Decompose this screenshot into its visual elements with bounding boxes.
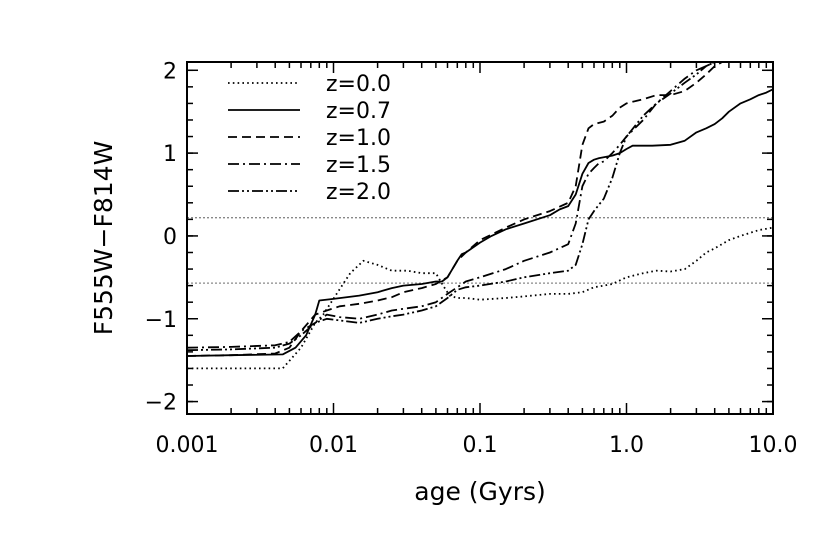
series-line-z-0-7: [187, 88, 773, 357]
y-axis-title: F555W−F814W: [89, 141, 118, 336]
plot-frame: [186, 61, 774, 415]
x-tick-label: 0.01: [309, 433, 358, 458]
x-axis-title: age (Gyrs): [414, 477, 546, 506]
x-tick-label: 0.1: [463, 433, 498, 458]
legend-label: z=0.0: [326, 72, 391, 97]
x-tick-label: 0.001: [156, 433, 219, 458]
x-tick-label: 1.0: [609, 433, 644, 458]
legend-label: z=1.5: [326, 153, 391, 178]
y-tick-label: 0: [163, 225, 177, 250]
series-line-z-1-5: [187, 62, 723, 349]
x-tick-label: 10.0: [749, 433, 798, 458]
series-line-z-2-0: [187, 62, 716, 352]
series-lines: [187, 62, 773, 370]
legend-label: z=0.7: [326, 99, 391, 124]
y-tick-label: 2: [163, 59, 177, 84]
tick-labels: 0.001 0.01 0.1 1.0 10.0 −2 −1 0 1 2: [145, 59, 798, 458]
axis-ticks: [186, 62, 774, 414]
legend: z=0.0z=0.7z=1.0z=1.5z=2.0: [228, 72, 391, 205]
y-tick-label: −1: [145, 308, 177, 333]
legend-label: z=1.0: [326, 126, 391, 151]
legend-label: z=2.0: [326, 180, 391, 205]
reference-lines: [187, 217, 773, 284]
y-tick-label: 1: [163, 142, 177, 167]
y-tick-label: −2: [145, 391, 177, 416]
series-line-z-1-0: [187, 62, 729, 357]
series-line-z-0-0: [187, 226, 773, 370]
